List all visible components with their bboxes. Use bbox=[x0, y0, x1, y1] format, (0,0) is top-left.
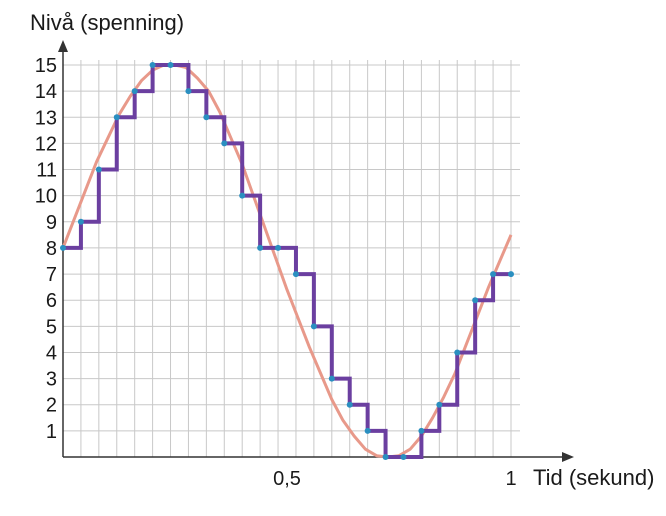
sample-point bbox=[221, 140, 228, 147]
y-tick-label: 6 bbox=[46, 290, 57, 312]
sample-point bbox=[472, 297, 479, 304]
sample-point bbox=[131, 88, 138, 95]
y-axis-arrow bbox=[58, 40, 68, 52]
series-group bbox=[60, 62, 514, 460]
sampled-step-line bbox=[63, 63, 511, 459]
sample-point bbox=[239, 192, 246, 199]
sample-point bbox=[382, 454, 389, 460]
x-axis-label: Tid (sekund) bbox=[533, 465, 654, 490]
sample-point bbox=[77, 218, 84, 225]
y-tick-label: 15 bbox=[35, 55, 57, 77]
y-tick-label: 8 bbox=[46, 238, 57, 260]
y-tick-label: 3 bbox=[46, 369, 57, 391]
sample-point bbox=[292, 271, 299, 278]
x-tick-label: 0,5 bbox=[273, 468, 301, 490]
y-tick-label: 10 bbox=[35, 186, 57, 208]
sample-point bbox=[167, 62, 174, 68]
sample-point bbox=[400, 454, 407, 460]
y-tick-label: 2 bbox=[46, 395, 57, 417]
sample-point bbox=[203, 114, 210, 121]
sample-point bbox=[364, 427, 371, 434]
sample-point bbox=[454, 349, 461, 356]
sample-point bbox=[149, 62, 156, 68]
sample-point bbox=[60, 244, 66, 251]
sample-point bbox=[346, 401, 353, 408]
grid bbox=[62, 60, 520, 458]
continuous-signal-line bbox=[61, 63, 513, 459]
y-tick-label: 4 bbox=[46, 342, 57, 364]
sample-point bbox=[328, 375, 335, 382]
y-tick-label: 12 bbox=[35, 133, 57, 155]
y-tick-label: 11 bbox=[36, 160, 57, 182]
sample-point bbox=[275, 244, 282, 251]
y-tick-label: 5 bbox=[46, 316, 57, 338]
x-tick-labels: 0,5 1 bbox=[273, 468, 516, 490]
sample-point bbox=[185, 88, 192, 95]
sample-point bbox=[310, 323, 317, 330]
sample-point bbox=[418, 427, 425, 434]
sample-point bbox=[95, 166, 102, 173]
sample-point bbox=[490, 271, 497, 278]
x-axis-arrow bbox=[562, 452, 574, 462]
axes bbox=[58, 40, 574, 462]
x-tick-label: 1 bbox=[505, 468, 516, 490]
y-tick-label: 1 bbox=[46, 421, 57, 443]
sample-point bbox=[508, 271, 514, 278]
sample-point bbox=[113, 114, 120, 121]
y-tick-label: 13 bbox=[35, 107, 57, 129]
sample-point bbox=[257, 244, 264, 251]
y-tick-label: 7 bbox=[46, 264, 57, 286]
sample-point bbox=[436, 401, 443, 408]
y-axis-label: Nivå (spenning) bbox=[30, 10, 184, 35]
y-tick-label: 14 bbox=[35, 81, 57, 103]
y-tick-label: 9 bbox=[46, 212, 57, 234]
